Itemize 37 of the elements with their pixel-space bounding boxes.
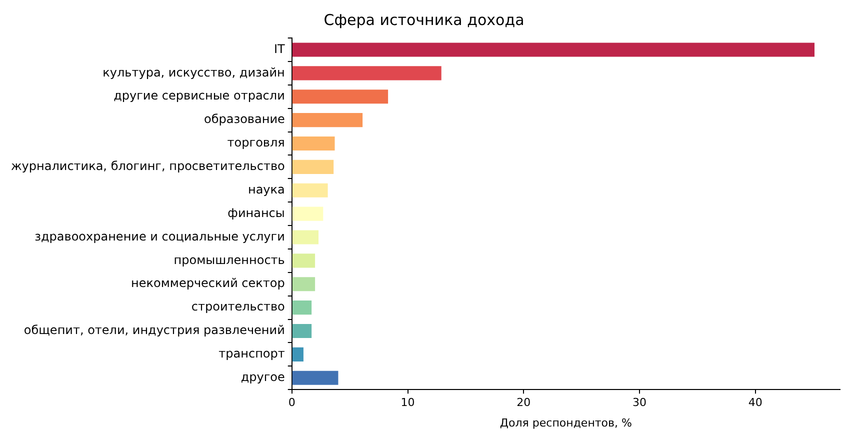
x-axis-title: Доля респондентов, % (500, 416, 632, 430)
x-tick-label: 40 (748, 396, 762, 410)
y-tick-label: транспорт (218, 346, 285, 361)
bar (292, 160, 334, 174)
y-tick-label: другое (240, 370, 285, 384)
y-tick-label: строительство (191, 300, 285, 314)
y-tick-label: культура, искусство, дизайн (102, 65, 285, 80)
bar (292, 206, 324, 221)
y-tick-label: общепит, отели, индустрия развлечений (24, 323, 285, 338)
y-tick-label: промышленность (174, 252, 285, 267)
x-tick-label: 0 (288, 396, 296, 410)
x-tick-label: 30 (632, 396, 647, 410)
bar (292, 136, 335, 151)
bar (292, 347, 304, 362)
x-tick-label: 10 (400, 396, 415, 410)
y-tick-label: некоммерческий сектор (131, 276, 285, 290)
bar (292, 254, 316, 268)
bar (292, 324, 312, 338)
bar (292, 230, 319, 244)
y-tick-label: торговля (227, 136, 285, 150)
y-tick-label: наука (248, 182, 285, 196)
bar (292, 183, 328, 198)
x-tick-label: 20 (516, 396, 531, 410)
y-tick-label: здравоохранение и социальные услуги (34, 229, 285, 244)
bar (292, 370, 338, 385)
bar (292, 300, 312, 315)
y-tick-label: финансы (228, 206, 285, 220)
bar (292, 90, 388, 104)
bar (292, 66, 442, 80)
chart-title: Сфера источника дохода (324, 10, 524, 29)
y-tick-label: другие сервисные отрасли (114, 88, 285, 103)
bar (292, 277, 316, 292)
bar (292, 42, 815, 57)
y-tick-label: IT (274, 42, 286, 56)
y-tick-label: журналистика, блогинг, просветительство (11, 159, 285, 174)
y-tick-label: образование (204, 112, 285, 126)
bar (292, 113, 363, 128)
